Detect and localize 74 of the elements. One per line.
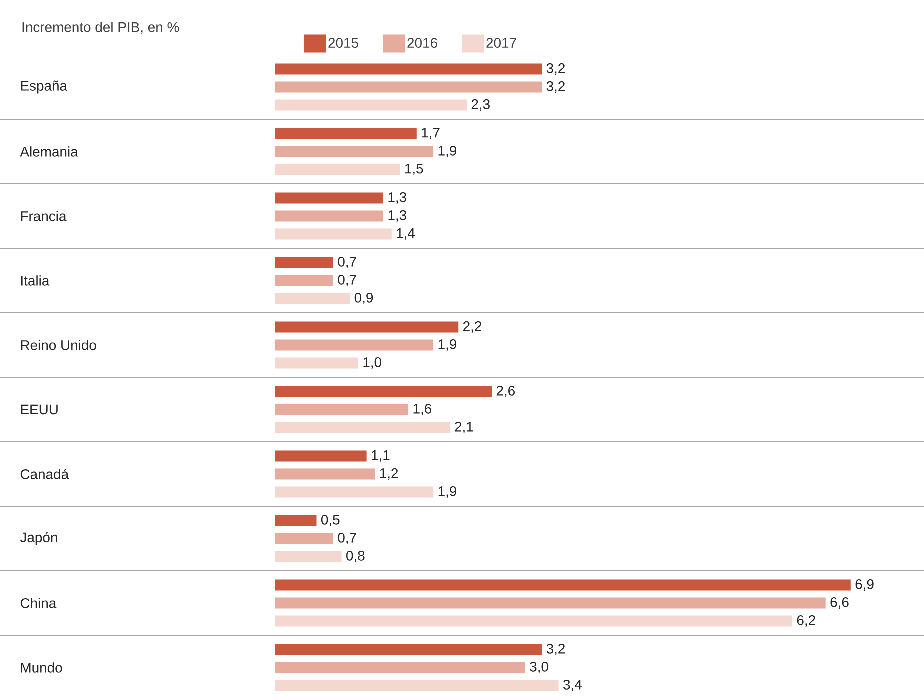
bar [275, 404, 409, 416]
bar [275, 210, 384, 222]
data-label: 1,5 [405, 164, 424, 176]
data-label: 1,9 [438, 146, 457, 158]
y-tick-label: España [21, 80, 68, 94]
bar [275, 358, 358, 369]
data-label: 3,2 [546, 81, 565, 94]
bar [275, 340, 434, 351]
legend-label: 2015 [328, 38, 358, 48]
text: Incremento del PIB, en % [22, 22, 180, 34]
y-tick-label: Francia [21, 211, 67, 222]
bar [275, 128, 417, 140]
data-label: 1,3 [388, 192, 406, 204]
data-label: 6,2 [797, 615, 816, 627]
data-label: 2,2 [464, 321, 482, 333]
bar [275, 515, 317, 526]
bar [275, 450, 367, 462]
data-label: 1,4 [397, 228, 416, 240]
y-tick-label: China [20, 598, 57, 608]
data-label: 1,9 [438, 339, 457, 351]
data-label: 0,9 [354, 292, 374, 304]
data-label: 1,6 [414, 404, 432, 416]
bar [275, 192, 384, 204]
bar [275, 275, 334, 286]
data-label: 2,6 [496, 386, 515, 398]
data-label: 0,5 [321, 514, 340, 526]
y-tick-label: Canadá [20, 469, 70, 480]
bar [275, 468, 376, 480]
bar [275, 598, 826, 609]
data-label: 3,0 [530, 662, 548, 674]
bar [275, 82, 542, 93]
data-label: 2,1 [455, 422, 474, 434]
data-label: 1,0 [364, 357, 382, 369]
data-label: 3,2 [546, 644, 565, 656]
bar [275, 551, 342, 562]
bar [275, 486, 434, 498]
y-tick-label: Italia [21, 276, 50, 286]
bar [275, 662, 526, 674]
data-label: 3,2 [546, 63, 565, 75]
data-label: 1,9 [438, 486, 457, 498]
bar [275, 164, 400, 176]
bar [275, 100, 467, 111]
y-tick-label: EEUU [21, 404, 58, 415]
data-label: 1,1 [372, 450, 390, 462]
bar [275, 257, 334, 268]
legend-label: 2017 [486, 38, 516, 48]
bar [275, 322, 459, 333]
data-label: 0,8 [346, 550, 365, 562]
bar [275, 644, 542, 656]
y-tick-label: Japón [20, 532, 58, 546]
bar [275, 422, 450, 434]
bar [275, 533, 334, 544]
data-label: 6,6 [830, 597, 849, 609]
data-label: 0,7 [338, 274, 356, 286]
data-label: 0,7 [338, 532, 356, 544]
y-tick-label: Alemania [20, 146, 78, 157]
bar [275, 293, 350, 304]
bar [275, 386, 492, 398]
bar [275, 580, 851, 591]
bar [275, 146, 434, 158]
data-label: 0,7 [338, 256, 356, 268]
data-label: 2,3 [472, 99, 490, 111]
legend-label: 2016 [408, 38, 438, 48]
data-label: 6,9 [856, 579, 874, 591]
data-label: 1,2 [380, 468, 398, 480]
bar [275, 680, 559, 692]
data-label: 1,3 [388, 210, 406, 222]
y-tick-label: Mundo [21, 662, 62, 673]
bar [275, 228, 392, 240]
y-tick-label: Reino Unido [21, 340, 96, 350]
bar [275, 64, 542, 75]
data-label: 3,4 [564, 680, 582, 692]
data-label: 1,7 [422, 128, 440, 140]
bar [275, 616, 792, 627]
